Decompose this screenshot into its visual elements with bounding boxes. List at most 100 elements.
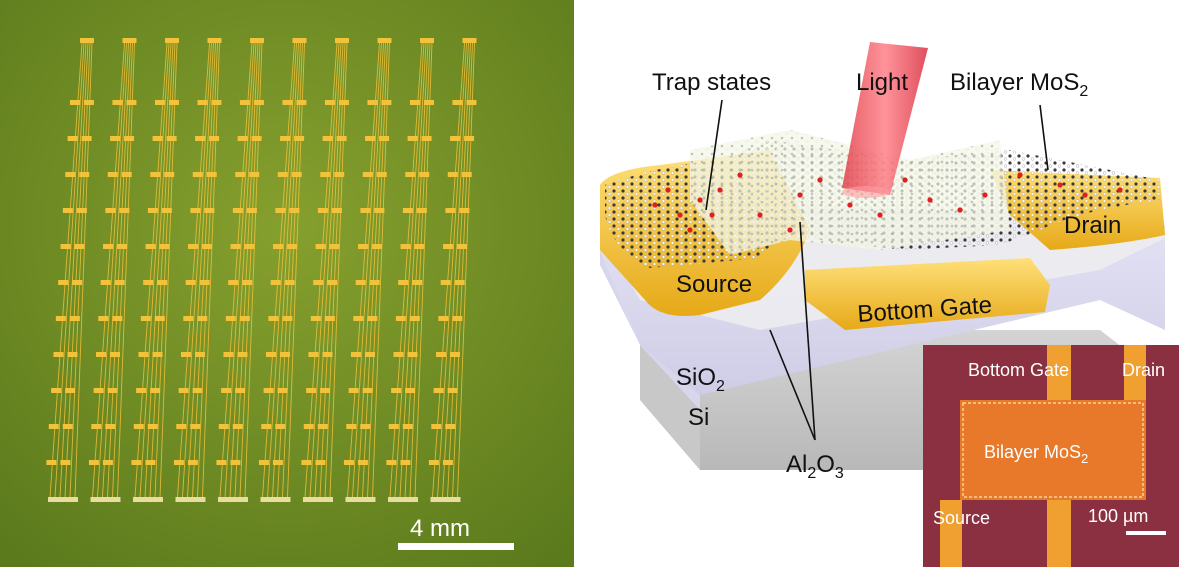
trace-line — [244, 42, 263, 498]
device-pad — [223, 352, 234, 357]
device-pad — [322, 136, 333, 141]
device-pad — [442, 460, 453, 465]
device-pad — [187, 460, 198, 465]
trap-state-dot — [817, 177, 823, 183]
device-pad — [331, 208, 342, 213]
trace-line — [239, 42, 261, 498]
device-pad — [145, 244, 156, 249]
bilayer-pointer — [1039, 104, 1049, 171]
device-pad — [431, 424, 442, 429]
device-pad — [239, 100, 250, 105]
bottom-pad — [345, 497, 376, 502]
al2o3-pointer-a — [769, 329, 816, 441]
device-pad — [65, 172, 76, 177]
device-pad — [336, 136, 347, 141]
device-pad — [263, 388, 274, 393]
trap-states-pointer — [705, 99, 723, 211]
label-drain: Drain — [1064, 212, 1121, 239]
device-pad — [72, 280, 83, 285]
device-pad — [303, 424, 314, 429]
trace-line — [452, 42, 473, 498]
trace-line — [447, 42, 471, 498]
device-pad — [405, 388, 416, 393]
bottom-pad — [303, 497, 333, 502]
trap-state-dot — [957, 207, 963, 213]
device-pad — [107, 172, 118, 177]
device-pad — [100, 280, 111, 285]
scale-bar-line — [398, 543, 514, 550]
device-pad — [206, 172, 217, 177]
device-pad — [367, 316, 378, 321]
device-pad — [433, 388, 444, 393]
inset-scale-bar-label: 100 µm — [1088, 506, 1148, 526]
device-pad — [407, 352, 418, 357]
trace-line — [287, 42, 305, 498]
bottom-pad — [175, 497, 206, 502]
device-pad — [91, 424, 102, 429]
device-pad — [445, 424, 456, 429]
trace-line — [59, 42, 87, 498]
device-pad — [192, 172, 203, 177]
trace-line — [282, 42, 303, 498]
device-pad — [357, 460, 368, 465]
device-pad — [81, 136, 92, 141]
trace-line — [54, 42, 85, 498]
trap-state-dot — [797, 192, 803, 198]
device-pad — [150, 388, 161, 393]
device-pad — [391, 388, 402, 393]
trace-line — [139, 42, 170, 498]
device-column — [216, 38, 264, 502]
device-pad — [105, 424, 116, 429]
device-pad — [188, 244, 199, 249]
bottom-pad — [48, 497, 78, 502]
device-pad — [121, 172, 132, 177]
device-pad — [447, 172, 458, 177]
device-pad — [202, 244, 213, 249]
device-pad — [79, 172, 90, 177]
device-pad — [114, 280, 125, 285]
device-pad — [216, 460, 227, 465]
contact-pad — [207, 38, 222, 43]
device-pad — [353, 316, 364, 321]
device-pad — [173, 460, 184, 465]
trace-line — [234, 42, 259, 498]
contact-pad — [122, 38, 137, 43]
device-pad — [275, 424, 286, 429]
device-pad — [355, 280, 366, 285]
device-pad — [117, 244, 128, 249]
device-pad — [313, 280, 324, 285]
device-pad — [199, 280, 210, 285]
bottom-pad — [90, 497, 121, 502]
device-pad — [83, 100, 94, 105]
device-pad — [372, 244, 383, 249]
device-pad — [301, 460, 312, 465]
device-pad — [459, 208, 470, 213]
device-pad — [232, 208, 243, 213]
device-pad — [197, 316, 208, 321]
device-pad — [398, 280, 409, 285]
device-pad — [107, 388, 118, 393]
device-pad — [133, 424, 144, 429]
device-pad — [197, 100, 208, 105]
device-pad — [178, 388, 189, 393]
trace-line — [457, 42, 475, 498]
device-pad — [358, 244, 369, 249]
trap-state-dot — [709, 212, 715, 218]
device-pad — [438, 316, 449, 321]
device-pad — [457, 244, 468, 249]
device-pad — [409, 100, 420, 105]
contact-pad — [420, 38, 434, 43]
device-pad — [62, 208, 73, 213]
device-pad — [225, 316, 236, 321]
device-pad — [317, 424, 328, 429]
device-pad — [204, 208, 215, 213]
light-beam-spot — [842, 186, 890, 198]
device-pad — [386, 460, 397, 465]
device-pad — [166, 136, 177, 141]
contact-pad — [462, 38, 477, 43]
inset-scale-bar — [1126, 531, 1166, 535]
device-pad — [261, 424, 272, 429]
label-light: Light — [856, 69, 908, 96]
device-pad — [362, 388, 373, 393]
device-pad — [277, 388, 288, 393]
